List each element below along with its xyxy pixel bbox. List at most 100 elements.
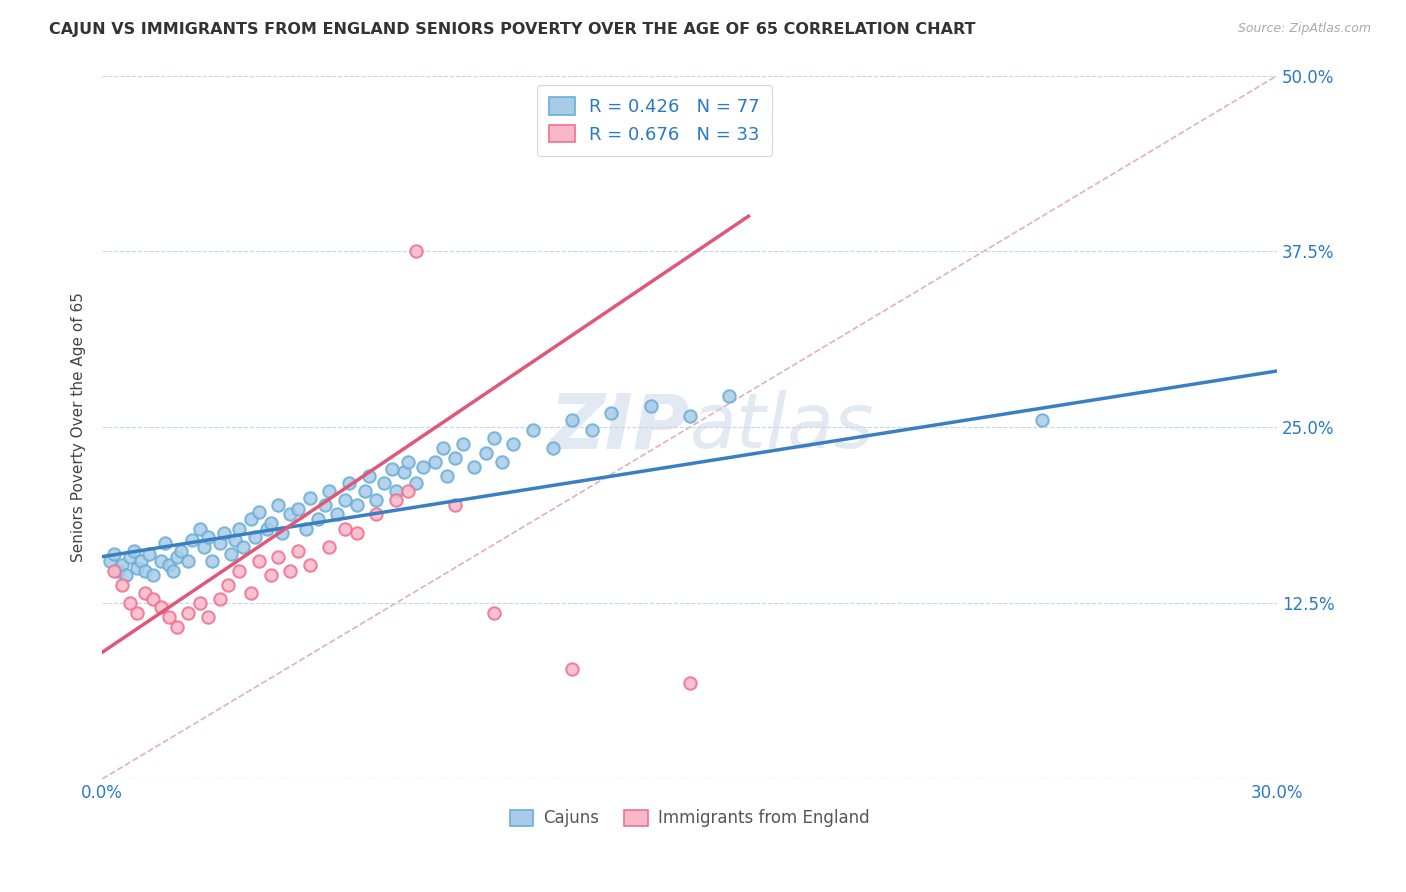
Point bbox=[581, 423, 603, 437]
Point bbox=[118, 596, 141, 610]
Text: CAJUN VS IMMIGRANTS FROM ENGLAND SENIORS POVERTY OVER THE AGE OF 65 CORRELATION : CAJUN VS IMMIGRANTS FROM ENGLAND SENIORS… bbox=[49, 22, 976, 37]
Point bbox=[221, 547, 243, 561]
Point bbox=[103, 547, 125, 561]
Point bbox=[177, 606, 200, 620]
Point bbox=[412, 459, 434, 474]
Point bbox=[240, 511, 263, 525]
Point bbox=[134, 586, 156, 600]
Point bbox=[451, 437, 474, 451]
Point bbox=[188, 596, 211, 610]
Point bbox=[295, 521, 318, 535]
Point bbox=[366, 508, 388, 522]
Point bbox=[307, 511, 329, 525]
Point bbox=[201, 554, 224, 568]
Point bbox=[127, 561, 149, 575]
Point bbox=[423, 455, 446, 469]
Point bbox=[208, 535, 231, 549]
Point bbox=[149, 554, 172, 568]
Point bbox=[287, 544, 309, 558]
Point bbox=[107, 564, 129, 578]
Point bbox=[278, 508, 301, 522]
Point bbox=[522, 423, 544, 437]
Point bbox=[381, 462, 404, 476]
Point bbox=[333, 521, 356, 535]
Point bbox=[436, 469, 458, 483]
Point bbox=[1031, 413, 1053, 427]
Point bbox=[482, 606, 505, 620]
Point bbox=[131, 554, 153, 568]
Point bbox=[157, 610, 180, 624]
Point bbox=[346, 498, 368, 512]
Point bbox=[193, 540, 215, 554]
Point bbox=[463, 459, 485, 474]
Point bbox=[561, 413, 583, 427]
Point bbox=[318, 483, 340, 498]
Point bbox=[177, 554, 200, 568]
Point bbox=[385, 493, 408, 508]
Point bbox=[267, 498, 290, 512]
Point bbox=[259, 568, 281, 582]
Point bbox=[153, 535, 176, 549]
Point bbox=[491, 455, 513, 469]
Point bbox=[217, 578, 239, 592]
Point bbox=[259, 516, 281, 530]
Point bbox=[679, 409, 702, 423]
Point bbox=[181, 533, 204, 547]
Point bbox=[240, 586, 263, 600]
Point bbox=[392, 465, 415, 479]
Point bbox=[443, 498, 465, 512]
Point bbox=[541, 442, 564, 456]
Point bbox=[318, 540, 340, 554]
Text: atlas: atlas bbox=[690, 390, 875, 464]
Point bbox=[357, 469, 380, 483]
Point bbox=[208, 591, 231, 606]
Point bbox=[278, 564, 301, 578]
Point bbox=[271, 525, 294, 540]
Point bbox=[443, 451, 465, 466]
Point bbox=[333, 493, 356, 508]
Point bbox=[166, 620, 188, 634]
Point bbox=[118, 549, 141, 564]
Point bbox=[314, 498, 336, 512]
Point bbox=[228, 564, 250, 578]
Point bbox=[162, 564, 184, 578]
Point bbox=[267, 549, 290, 564]
Point bbox=[405, 244, 427, 259]
Point bbox=[98, 554, 121, 568]
Point bbox=[475, 445, 498, 459]
Point bbox=[114, 568, 136, 582]
Point bbox=[188, 521, 211, 535]
Point bbox=[326, 508, 349, 522]
Point bbox=[142, 568, 165, 582]
Legend: Cajuns, Immigrants from England: Cajuns, Immigrants from England bbox=[503, 803, 876, 834]
Point bbox=[373, 476, 395, 491]
Point bbox=[346, 525, 368, 540]
Point bbox=[157, 558, 180, 573]
Point bbox=[247, 505, 270, 519]
Point bbox=[103, 564, 125, 578]
Point bbox=[169, 544, 191, 558]
Point bbox=[396, 483, 419, 498]
Point bbox=[111, 558, 134, 573]
Point bbox=[111, 578, 134, 592]
Point bbox=[432, 442, 454, 456]
Point bbox=[138, 547, 160, 561]
Point bbox=[127, 606, 149, 620]
Point bbox=[405, 476, 427, 491]
Point bbox=[396, 455, 419, 469]
Point bbox=[717, 389, 740, 403]
Point bbox=[197, 610, 219, 624]
Text: ZIP: ZIP bbox=[550, 390, 690, 464]
Point bbox=[224, 533, 246, 547]
Point bbox=[679, 676, 702, 690]
Point bbox=[243, 530, 266, 544]
Point bbox=[366, 493, 388, 508]
Point bbox=[482, 432, 505, 446]
Text: Source: ZipAtlas.com: Source: ZipAtlas.com bbox=[1237, 22, 1371, 36]
Point bbox=[353, 483, 375, 498]
Point bbox=[385, 483, 408, 498]
Y-axis label: Seniors Poverty Over the Age of 65: Seniors Poverty Over the Age of 65 bbox=[72, 293, 86, 562]
Point bbox=[600, 406, 623, 420]
Point bbox=[561, 662, 583, 676]
Point bbox=[228, 521, 250, 535]
